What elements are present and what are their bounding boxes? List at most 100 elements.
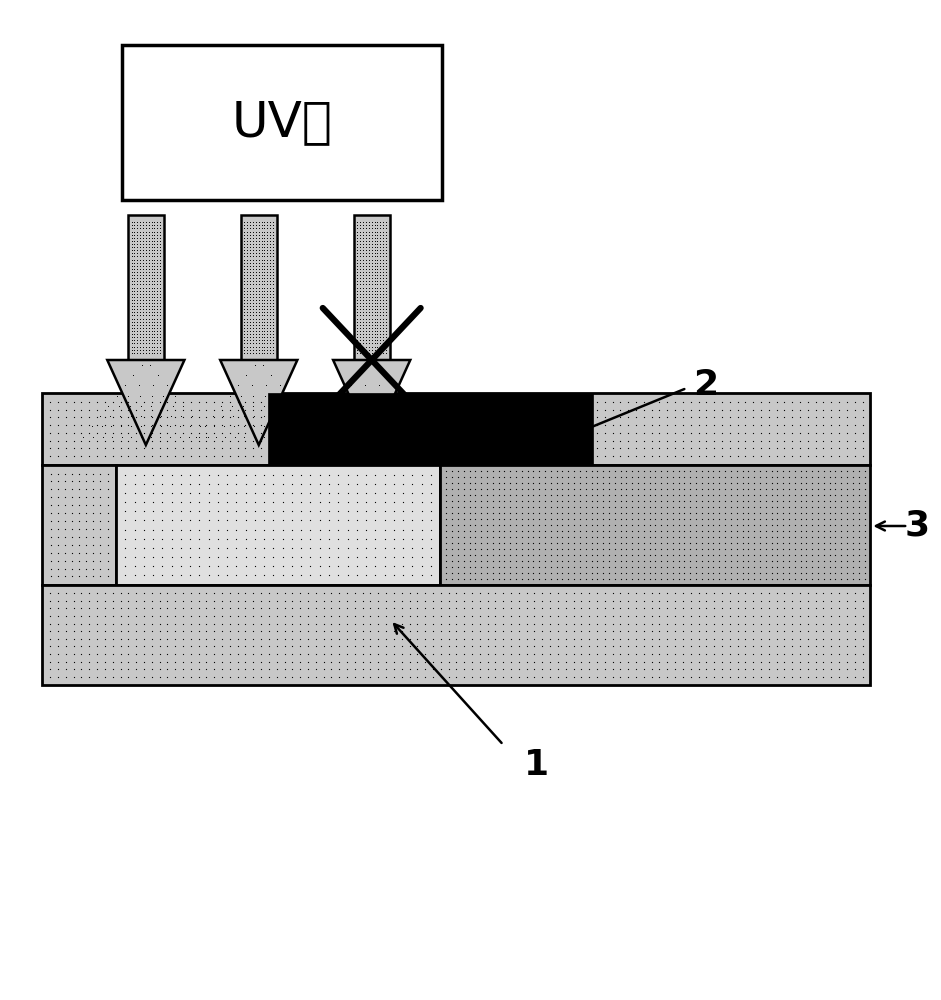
Point	[359, 307, 374, 323]
Point	[629, 448, 644, 464]
Point	[730, 593, 745, 609]
Point	[792, 669, 807, 685]
Point	[231, 377, 246, 393]
Point	[150, 261, 165, 277]
Point	[761, 417, 776, 433]
Point	[43, 553, 58, 569]
Point	[373, 292, 388, 308]
Point	[211, 549, 226, 565]
Point	[246, 669, 261, 685]
Point	[160, 440, 175, 456]
Point	[138, 273, 153, 289]
Point	[823, 394, 838, 410]
Point	[572, 553, 587, 569]
Point	[347, 585, 362, 601]
Point	[285, 428, 300, 444]
Point	[832, 425, 847, 441]
Point	[582, 440, 597, 456]
Point	[309, 440, 324, 456]
Point	[58, 402, 73, 418]
Point	[561, 463, 576, 479]
Point	[371, 409, 386, 425]
Point	[857, 541, 872, 557]
Point	[718, 553, 733, 569]
Point	[367, 276, 382, 292]
Point	[378, 267, 393, 283]
Point	[520, 505, 535, 521]
Point	[677, 571, 692, 587]
Point	[845, 529, 860, 545]
Point	[113, 440, 128, 456]
Point	[72, 481, 87, 497]
Point	[758, 493, 774, 509]
Point	[462, 499, 477, 515]
Point	[43, 521, 58, 537]
Point	[82, 669, 97, 685]
Point	[370, 301, 385, 317]
Point	[723, 654, 738, 670]
Point	[251, 239, 266, 255]
Point	[247, 494, 263, 510]
Point	[683, 593, 698, 609]
Point	[324, 433, 339, 449]
Point	[361, 289, 376, 305]
Point	[265, 242, 280, 258]
Point	[269, 638, 284, 654]
Point	[711, 541, 726, 557]
Point	[746, 505, 761, 521]
Point	[240, 283, 255, 299]
Point	[260, 286, 275, 302]
Point	[532, 475, 547, 491]
Point	[788, 559, 803, 575]
Point	[309, 409, 324, 425]
Point	[260, 329, 275, 345]
Point	[590, 463, 605, 479]
Point	[582, 425, 597, 441]
Point	[694, 535, 710, 551]
Point	[607, 499, 622, 515]
Point	[89, 631, 104, 647]
Point	[240, 214, 255, 230]
Point	[468, 463, 483, 479]
Point	[769, 448, 784, 464]
Point	[730, 669, 745, 685]
Point	[816, 394, 831, 410]
Point	[636, 593, 651, 609]
Point	[676, 585, 691, 601]
Point	[254, 323, 269, 339]
Point	[799, 553, 814, 569]
Point	[561, 559, 576, 575]
Point	[402, 398, 417, 414]
Point	[324, 417, 339, 433]
Point	[370, 217, 385, 233]
Point	[265, 329, 280, 345]
Point	[676, 448, 691, 464]
Point	[136, 494, 152, 510]
Point	[642, 571, 657, 587]
Point	[816, 593, 831, 609]
Point	[82, 417, 97, 433]
Point	[356, 261, 371, 277]
Point	[266, 540, 281, 556]
Point	[839, 529, 854, 545]
Point	[839, 631, 854, 647]
Point	[238, 669, 253, 685]
Point	[574, 608, 589, 624]
Point	[303, 522, 318, 538]
Point	[353, 261, 368, 277]
Point	[714, 585, 729, 601]
Point	[237, 323, 252, 339]
Point	[152, 239, 167, 255]
Point	[82, 409, 97, 425]
Point	[550, 571, 565, 587]
Point	[124, 301, 139, 317]
Point	[191, 654, 206, 670]
Point	[857, 571, 872, 587]
Point	[532, 481, 547, 497]
Point	[558, 593, 573, 609]
Point	[240, 239, 255, 255]
Point	[488, 654, 503, 670]
Point	[42, 669, 57, 685]
Point	[520, 553, 535, 569]
Point	[425, 425, 440, 441]
